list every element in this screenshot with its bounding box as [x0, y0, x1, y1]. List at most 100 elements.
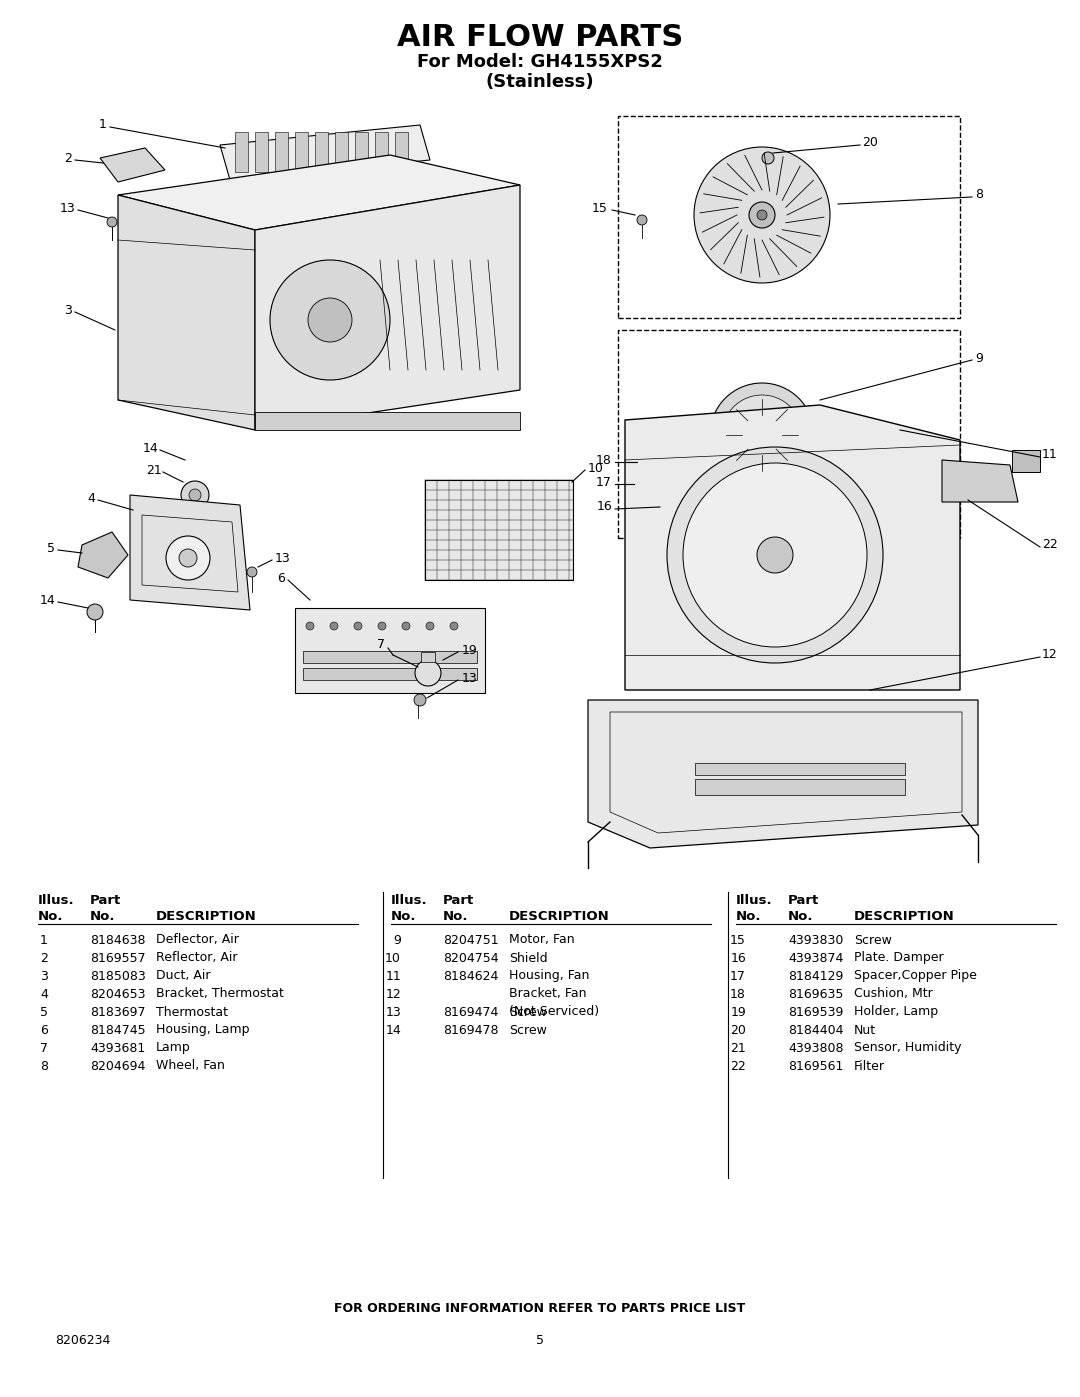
Text: 17: 17 [596, 475, 612, 489]
Text: 7: 7 [377, 638, 384, 651]
Text: 13: 13 [386, 1006, 401, 1018]
Text: 2: 2 [40, 951, 48, 964]
Text: Illus.: Illus. [735, 894, 772, 907]
Bar [255, 412, 519, 430]
Circle shape [746, 419, 778, 451]
Text: Sensor, Humidity: Sensor, Humidity [854, 1042, 961, 1055]
Text: Shield: Shield [509, 951, 548, 964]
Polygon shape [660, 492, 855, 522]
Text: 5: 5 [48, 542, 55, 555]
Circle shape [757, 536, 793, 573]
Text: Screw: Screw [509, 1006, 546, 1018]
Bar [696, 780, 905, 795]
Text: 12: 12 [386, 988, 401, 1000]
Polygon shape [100, 148, 165, 182]
Text: 1: 1 [99, 119, 107, 131]
Polygon shape [625, 405, 960, 690]
Text: Part: Part [443, 894, 474, 907]
Circle shape [166, 536, 210, 580]
Text: No.: No. [735, 909, 761, 922]
Text: Motor, Fan: Motor, Fan [509, 933, 575, 947]
Text: 5: 5 [40, 1006, 48, 1018]
Text: No.: No. [443, 909, 469, 922]
Bar [295, 608, 485, 693]
Text: 9: 9 [975, 352, 983, 365]
Text: 16: 16 [730, 951, 746, 964]
Text: 8: 8 [975, 189, 983, 201]
Text: (Not Serviced): (Not Serviced) [509, 1004, 599, 1017]
Text: Part: Part [788, 894, 820, 907]
Text: 8204751: 8204751 [443, 933, 499, 947]
Circle shape [634, 474, 650, 490]
Text: 8169557: 8169557 [90, 951, 146, 964]
Circle shape [415, 659, 441, 686]
Circle shape [750, 203, 775, 228]
Text: 14: 14 [143, 441, 158, 454]
Circle shape [426, 622, 434, 630]
Circle shape [179, 549, 197, 567]
Text: 7: 7 [40, 1042, 48, 1055]
Text: 14: 14 [386, 1024, 401, 1037]
Circle shape [414, 694, 426, 705]
Circle shape [757, 210, 767, 219]
Text: Illus.: Illus. [38, 894, 75, 907]
Circle shape [306, 622, 314, 630]
Polygon shape [588, 700, 978, 848]
Text: 2: 2 [64, 151, 72, 165]
Text: 8183697: 8183697 [90, 1006, 146, 1018]
Text: 8206234: 8206234 [55, 1334, 110, 1347]
Polygon shape [130, 495, 249, 610]
Text: 22: 22 [1042, 538, 1057, 552]
Text: 13: 13 [462, 672, 477, 685]
Text: 19: 19 [462, 644, 477, 657]
Text: 8184404: 8184404 [788, 1024, 843, 1037]
Text: 13: 13 [59, 201, 75, 215]
Text: Plate. Damper: Plate. Damper [854, 951, 944, 964]
Polygon shape [942, 460, 1018, 502]
Circle shape [247, 567, 257, 577]
Text: 12: 12 [1042, 648, 1057, 662]
Text: No.: No. [90, 909, 116, 922]
Circle shape [637, 455, 647, 467]
Bar [295, 131, 308, 172]
Bar [303, 651, 477, 664]
Circle shape [667, 447, 883, 664]
Polygon shape [220, 124, 430, 180]
Circle shape [637, 215, 647, 225]
Bar [426, 481, 573, 580]
Text: 8204653: 8204653 [90, 988, 146, 1000]
Text: Cushion, Mtr: Cushion, Mtr [854, 988, 933, 1000]
Bar [618, 330, 960, 538]
Text: DESCRIPTION: DESCRIPTION [156, 909, 257, 922]
Circle shape [762, 152, 774, 163]
Text: 6: 6 [278, 571, 285, 584]
Bar [1012, 450, 1040, 472]
Text: 4393830: 4393830 [788, 933, 843, 947]
Text: 8169478: 8169478 [443, 1024, 499, 1037]
Bar [355, 131, 368, 172]
Bar [618, 116, 960, 319]
Bar [303, 668, 477, 680]
Circle shape [710, 383, 814, 488]
Text: 14: 14 [39, 594, 55, 606]
Text: No.: No. [788, 909, 813, 922]
Bar [255, 131, 268, 172]
Circle shape [683, 462, 867, 647]
Text: 20: 20 [862, 137, 878, 149]
Text: 18: 18 [596, 454, 612, 467]
Text: (Stainless): (Stainless) [486, 73, 594, 91]
Text: 1: 1 [40, 933, 48, 947]
Bar [235, 131, 248, 172]
Text: DESCRIPTION: DESCRIPTION [854, 909, 955, 922]
Text: 17: 17 [730, 970, 746, 982]
Bar [315, 131, 328, 172]
Text: Lamp: Lamp [156, 1042, 191, 1055]
Bar [275, 131, 288, 172]
Text: Filter: Filter [854, 1059, 885, 1073]
Text: 5: 5 [536, 1334, 544, 1347]
Text: 8184624: 8184624 [443, 970, 498, 982]
Text: Bracket, Thermostat: Bracket, Thermostat [156, 988, 284, 1000]
Text: 4: 4 [87, 492, 95, 504]
Text: 3: 3 [64, 303, 72, 317]
Text: 15: 15 [592, 201, 608, 215]
